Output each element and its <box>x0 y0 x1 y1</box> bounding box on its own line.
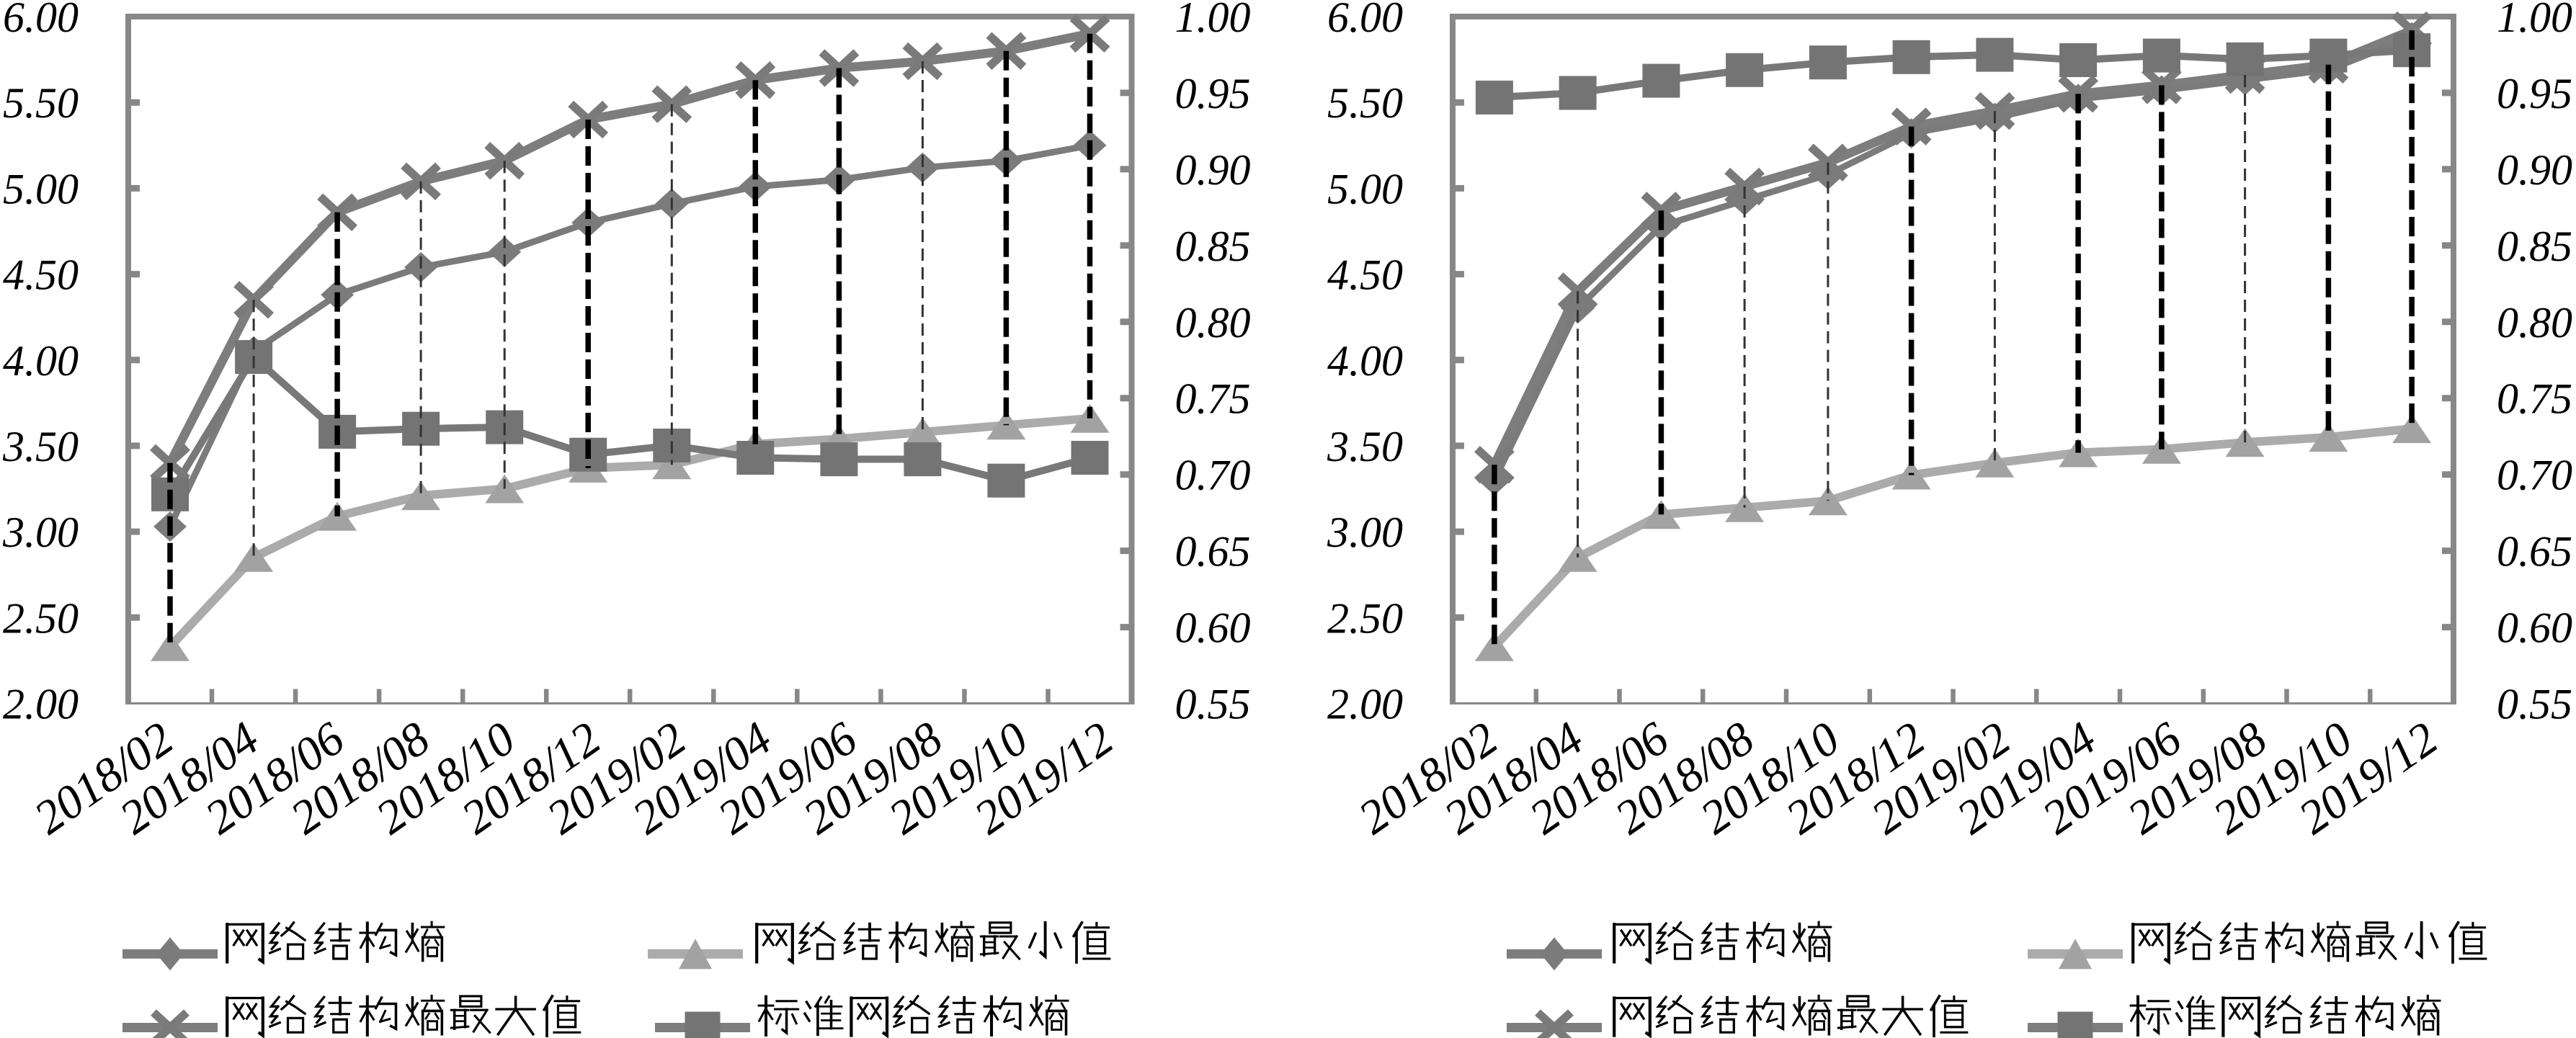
svg-text:2.00: 2.00 <box>3 681 79 728</box>
svg-text:0.90: 0.90 <box>2497 146 2572 194</box>
svg-text:6.00: 6.00 <box>1327 0 1403 41</box>
svg-text:4.00: 4.00 <box>1327 337 1403 385</box>
svg-text:0.55: 0.55 <box>2497 681 2572 728</box>
svg-text:6.00: 6.00 <box>3 0 79 41</box>
svg-text:4.50: 4.50 <box>3 251 79 299</box>
svg-text:2.50: 2.50 <box>3 594 79 642</box>
svg-text:2.50: 2.50 <box>1327 594 1403 642</box>
svg-text:3.00: 3.00 <box>2 509 79 556</box>
svg-text:0.75: 0.75 <box>2497 375 2572 423</box>
svg-text:0.65: 0.65 <box>2497 528 2572 576</box>
svg-text:1.00: 1.00 <box>2497 0 2572 41</box>
svg-text:4.00: 4.00 <box>3 337 79 385</box>
svg-text:4.50: 4.50 <box>1327 251 1403 299</box>
svg-text:0.95: 0.95 <box>2497 70 2572 117</box>
svg-text:1.00: 1.00 <box>1175 0 1251 41</box>
svg-text:0.65: 0.65 <box>1175 528 1251 576</box>
svg-text:0.80: 0.80 <box>2497 299 2572 346</box>
svg-text:0.75: 0.75 <box>1175 375 1251 423</box>
svg-text:5.00: 5.00 <box>1327 165 1403 212</box>
svg-text:3.50: 3.50 <box>2 423 79 470</box>
svg-text:3.00: 3.00 <box>1327 509 1403 556</box>
svg-text:0.70: 0.70 <box>2497 452 2572 499</box>
svg-text:0.60: 0.60 <box>1175 604 1251 652</box>
svg-text:0.85: 0.85 <box>1175 223 1251 270</box>
svg-text:0.80: 0.80 <box>1175 299 1251 346</box>
svg-text:5.50: 5.50 <box>3 79 79 127</box>
svg-text:5.50: 5.50 <box>1327 79 1403 127</box>
svg-text:0.55: 0.55 <box>1175 681 1251 728</box>
svg-text:2.00: 2.00 <box>1327 681 1403 728</box>
svg-text:0.90: 0.90 <box>1175 146 1251 194</box>
svg-text:0.85: 0.85 <box>2497 223 2572 270</box>
svg-text:3.50: 3.50 <box>1327 423 1403 470</box>
svg-text:0.95: 0.95 <box>1175 70 1251 117</box>
svg-text:0.60: 0.60 <box>2497 604 2572 652</box>
svg-text:0.70: 0.70 <box>1175 452 1251 499</box>
svg-text:5.00: 5.00 <box>3 165 79 212</box>
